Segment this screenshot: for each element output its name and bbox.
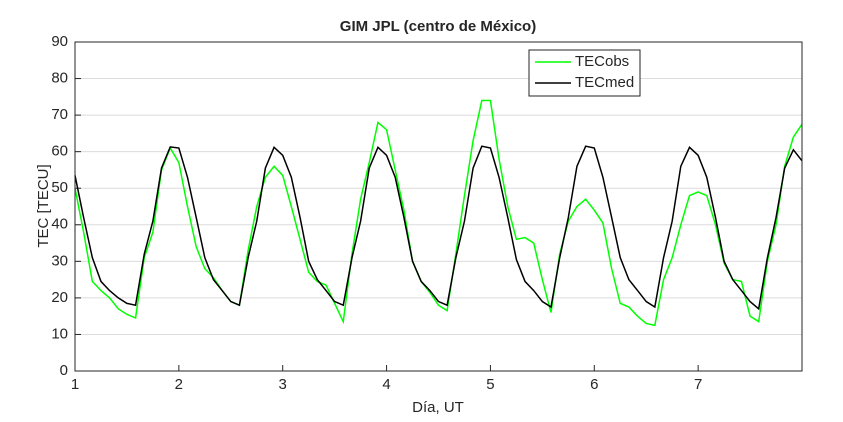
x-tick-label: 5: [486, 376, 494, 393]
y-tick-label: 20: [51, 289, 68, 306]
x-tick-label: 6: [590, 376, 598, 393]
x-axis-label: Día, UT: [412, 399, 464, 416]
legend-label: TECobs: [575, 53, 629, 70]
y-tick-label: 90: [51, 33, 68, 50]
x-tick-label: 7: [694, 376, 702, 393]
legend-box: [528, 49, 641, 97]
series-line: [74, 99, 803, 327]
y-tick-label: 80: [51, 70, 68, 87]
series-line: [74, 145, 803, 311]
chart-title: GIM JPL (centro de México): [340, 18, 536, 35]
legend-label: TECmed: [575, 74, 634, 91]
y-tick-label: 30: [51, 252, 68, 269]
y-tick-label: 60: [51, 143, 68, 160]
y-tick-label: 0: [60, 362, 68, 379]
y-tick-label: 10: [51, 325, 68, 342]
y-tick-label: 70: [51, 106, 68, 123]
x-tick-label: 1: [71, 376, 79, 393]
x-tick-label: 3: [279, 376, 287, 393]
plot-frame: [74, 41, 803, 372]
x-tick-label: 2: [175, 376, 183, 393]
y-tick-label: 50: [51, 179, 68, 196]
y-axis-label: TEC [TECU]: [35, 164, 52, 247]
plot-area: [75, 42, 802, 371]
x-tick-label: 4: [382, 376, 390, 393]
y-tick-label: 40: [51, 216, 68, 233]
